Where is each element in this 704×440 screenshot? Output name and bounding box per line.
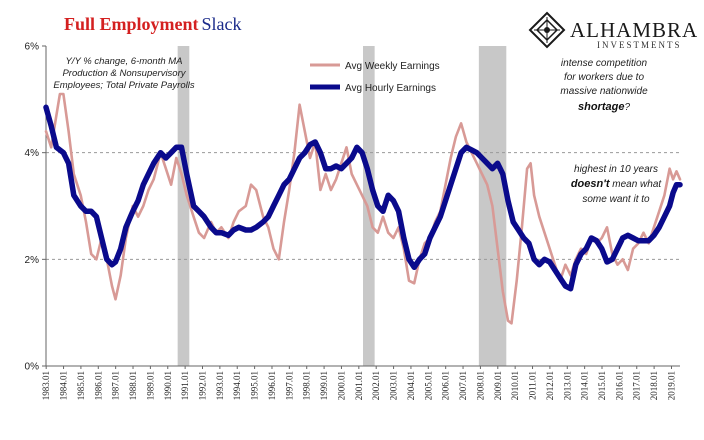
gridlines <box>46 152 680 260</box>
x-tick-label-33: 2016.01 <box>614 371 624 400</box>
x-tick-label-15: 1998.01 <box>302 371 312 400</box>
annotation-2-bold: doesn't <box>571 178 611 190</box>
x-tick-label-34: 2017.01 <box>632 371 642 400</box>
title-part-2: Slack <box>202 14 242 34</box>
x-tick-label-26: 2009.01 <box>493 371 503 400</box>
x-tick-label-1: 1984.01 <box>59 371 69 400</box>
x-tick-label-14: 1997.01 <box>284 371 294 400</box>
legend-label-weekly: Avg Weekly Earnings <box>345 61 440 72</box>
title-part-1: Full Employment <box>64 14 199 34</box>
x-tick-label-6: 1989.01 <box>145 371 155 400</box>
x-tick-labels: 1983.01 1984.01 1985.01 1986.01 1987.01 1988.… <box>41 366 676 400</box>
y-tick-labels: 0% 2% 4% 6% <box>25 42 40 373</box>
annotation-2-line-2: doesn't mean what <box>571 178 663 190</box>
x-tick-label-9: 1992.01 <box>198 371 208 400</box>
logo-name: ALHAMBRA <box>570 18 698 42</box>
series-line-hourly <box>43 104 683 292</box>
chart-title: Full Employment Slack <box>64 14 242 34</box>
x-tick-label-18: 2001.01 <box>354 371 364 400</box>
annotation-1-line-4: shortage? <box>578 101 630 113</box>
series-description: Y/Y % change, 6-month MA Production & No… <box>53 56 194 91</box>
series-layer <box>43 92 683 325</box>
x-tick-label-17: 2000.01 <box>336 371 346 400</box>
alhambra-logo: ALHAMBRA INVESTMENTS <box>528 11 698 50</box>
x-tick-label-30: 2013.01 <box>562 371 572 400</box>
y-tick-label-0: 0% <box>25 362 40 373</box>
note-line-3: Employees; Total Private Payrolls <box>53 80 194 91</box>
x-tick-label-10: 1993.01 <box>215 371 225 400</box>
annotation-1-line-2: for workers due to <box>564 72 644 83</box>
x-tick-label-27: 2010.01 <box>510 371 520 400</box>
annotation-1-tail: ? <box>624 102 630 113</box>
x-tick-label-24: 2007.01 <box>458 371 468 400</box>
x-tick-label-16: 1999.01 <box>319 371 329 400</box>
x-tick-label-25: 2008.01 <box>475 371 485 400</box>
x-tick-label-22: 2005.01 <box>423 371 433 400</box>
x-tick-label-20: 2003.01 <box>389 371 399 400</box>
annotation-shortage: intense competition for workers due to m… <box>560 58 648 113</box>
x-tick-label-19: 2002.01 <box>371 371 381 400</box>
logo-subtitle: INVESTMENTS <box>597 40 682 50</box>
y-tick-label-3: 6% <box>25 42 40 53</box>
annotation-highest: highest in 10 years doesn't mean what so… <box>571 164 663 205</box>
diamond-logo-icon <box>528 11 566 49</box>
annotation-2-line-3: some want it to <box>582 194 650 205</box>
x-tick-label-11: 1994.01 <box>232 371 242 400</box>
plot-area: 0%2%4%6% 1983.01 1984.01 1985.01 1986.01 198… <box>25 42 683 400</box>
annotation-1-bold: shortage <box>578 101 624 113</box>
x-tick-label-29: 2012.01 <box>545 371 555 400</box>
legend-label-hourly: Avg Hourly Earnings <box>345 83 436 94</box>
note-line-2: Production & Nonsupervisory <box>62 68 186 79</box>
annotation-1-line-3: massive nationwide <box>560 86 648 97</box>
x-tick-label-13: 1996.01 <box>267 371 277 400</box>
recession-band-1 <box>363 46 375 366</box>
legend: Avg Weekly Earnings Avg Hourly Earnings <box>310 61 440 94</box>
x-tick-label-3: 1986.01 <box>93 371 103 400</box>
x-tick-label-5: 1988.01 <box>128 371 138 400</box>
x-tick-label-4: 1987.01 <box>111 371 121 400</box>
x-tick-label-36: 2019.01 <box>666 371 676 400</box>
axes <box>42 45 680 367</box>
x-tick-label-35: 2018.01 <box>649 371 659 400</box>
x-tick-label-7: 1990.01 <box>163 371 173 400</box>
annotation-2-line-1: highest in 10 years <box>574 164 658 175</box>
x-tick-label-28: 2011.01 <box>528 371 538 400</box>
x-tick-label-21: 2004.01 <box>406 371 416 400</box>
annotation-1-line-1: intense competition <box>561 58 648 69</box>
x-tick-label-8: 1991.01 <box>180 371 190 400</box>
recession-bands <box>177 46 507 366</box>
x-tick-label-0: 1983.01 <box>41 371 51 400</box>
y-tick-label-2: 4% <box>25 148 40 159</box>
recession-band-0 <box>177 46 190 366</box>
y-tick-label-1: 2% <box>25 255 40 266</box>
annotation-2-rest: mean what <box>609 179 662 190</box>
x-tick-label-23: 2006.01 <box>441 371 451 400</box>
x-tick-label-32: 2015.01 <box>597 371 607 400</box>
note-line-1: Y/Y % change, 6-month MA <box>65 56 182 67</box>
x-tick-label-31: 2014.01 <box>580 371 590 400</box>
x-tick-label-2: 1985.01 <box>76 371 86 400</box>
x-tick-label-12: 1995.01 <box>250 371 260 400</box>
